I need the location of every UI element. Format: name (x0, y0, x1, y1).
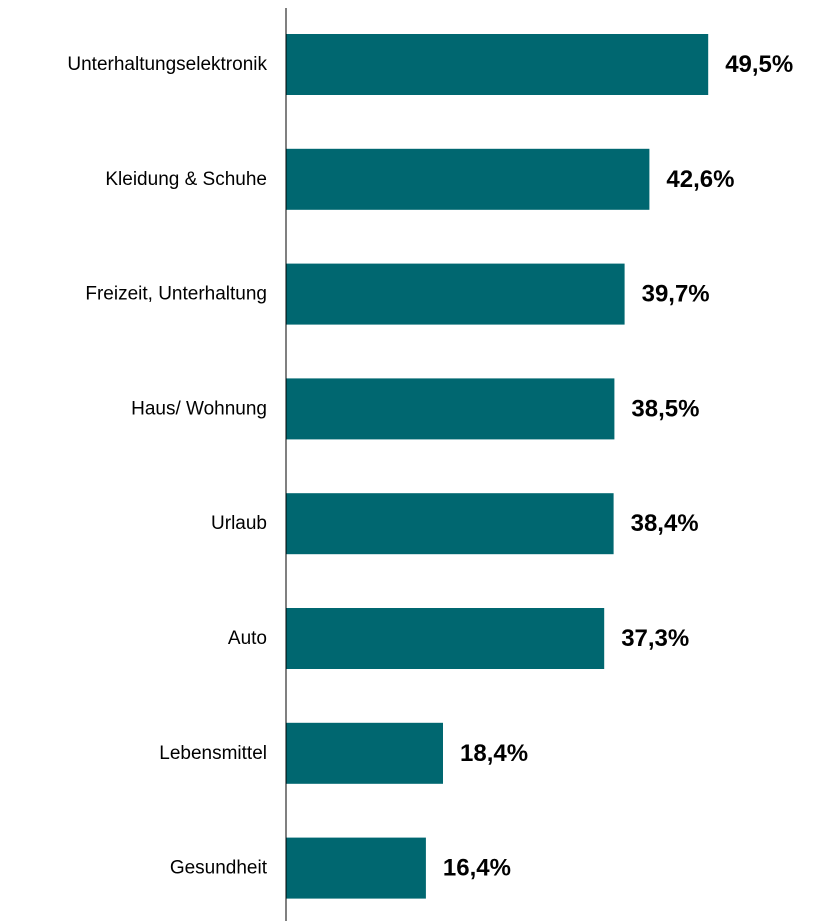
category-label: Haus/ Wohnung (131, 398, 267, 419)
value-label: 39,7% (642, 281, 710, 308)
value-label: 38,5% (631, 395, 699, 422)
value-label: 16,4% (443, 855, 511, 882)
category-label: Auto (228, 628, 267, 649)
bar-1 (286, 148, 650, 210)
value-label: 18,4% (460, 740, 528, 767)
bar-5 (286, 608, 605, 669)
bar-2 (286, 263, 625, 325)
category-labels-group: Unterhaltungselektronik Kleidung & Schuhe… (67, 54, 267, 879)
category-label: Gesundheit (170, 858, 268, 879)
category-label: Urlaub (211, 513, 267, 534)
bar-0 (286, 34, 709, 95)
value-label: 42,6% (666, 166, 734, 193)
bar-7 (286, 837, 426, 899)
category-label: Kleidung & Schuhe (105, 169, 267, 190)
value-label: 38,4% (631, 510, 699, 537)
bar-4 (286, 493, 614, 555)
bars-group (286, 34, 709, 899)
value-label: 37,3% (621, 625, 689, 652)
value-labels-group: 49,5% 42,6% 39,7% 38,5% 38,4% 37,3% 18,4% 16,4% (443, 51, 793, 882)
bar-6 (286, 722, 443, 784)
category-label: Unterhaltungselektronik (67, 54, 267, 75)
bar-3 (286, 378, 615, 440)
category-label: Freizeit, Unterhaltung (85, 284, 267, 305)
category-label: Lebensmittel (159, 743, 267, 764)
value-label: 49,5% (725, 51, 793, 78)
